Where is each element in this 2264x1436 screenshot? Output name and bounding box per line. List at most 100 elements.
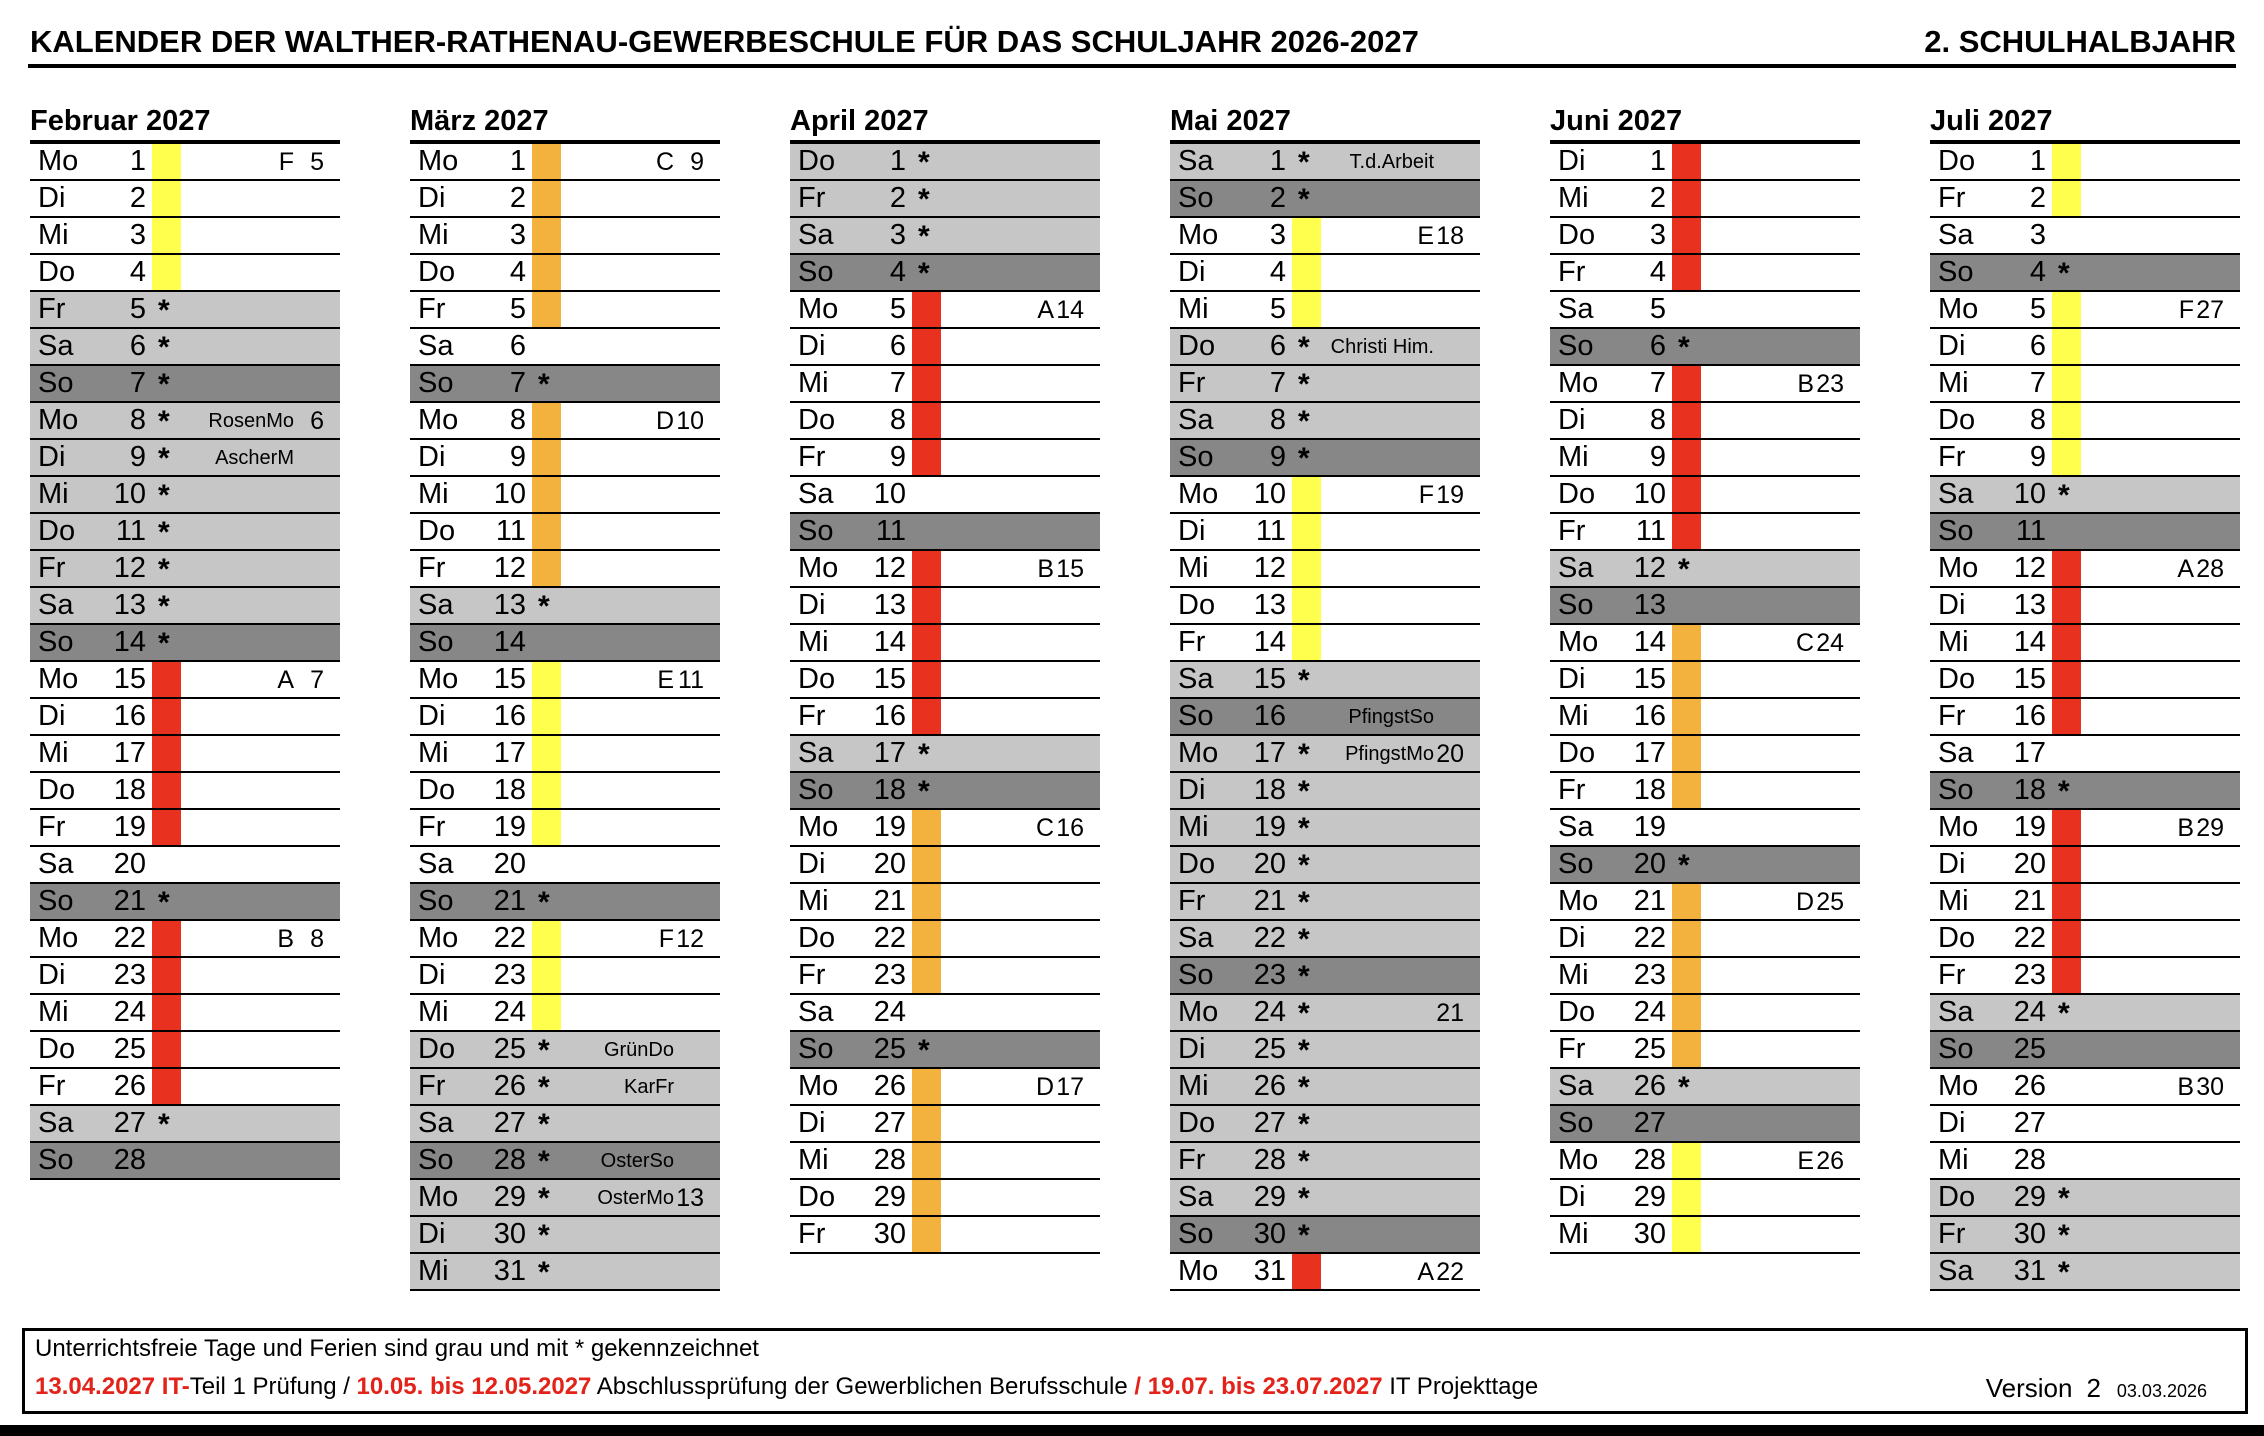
day-annotation: B <box>277 925 294 953</box>
day-row: Do 25 <box>30 1032 340 1069</box>
weekday-label: Mi <box>1558 1218 1589 1250</box>
week-color-band <box>1292 477 1321 512</box>
day-number: 9 <box>1649 441 1666 473</box>
day-row: Fr 21 * <box>1170 884 1480 921</box>
day-number: 10 <box>1253 478 1286 510</box>
weekday-label: Do <box>418 256 456 288</box>
day-row: Sa 6 * <box>30 329 340 366</box>
day-number: 9 <box>889 441 906 473</box>
holiday-star: * <box>2058 1182 2070 1215</box>
day-row: Do 13 <box>1170 588 1480 625</box>
day-row: So 6 * <box>1550 329 1860 366</box>
day-row: Sa 6 <box>410 329 720 366</box>
weekday-label: So <box>1938 1033 1974 1065</box>
day-number: 28 <box>2013 1144 2046 1176</box>
weekday-label: Di <box>38 182 66 214</box>
weekday-label: So <box>1938 515 1974 547</box>
week-number: 18 <box>1436 222 1464 250</box>
week-color-band <box>1672 921 1701 956</box>
day-number: 30 <box>873 1218 906 1250</box>
day-row: Mi 24 <box>30 995 340 1032</box>
day-row: Do 10 <box>1550 477 1860 514</box>
holiday-star: * <box>1298 849 1310 882</box>
weekday-label: Do <box>1558 219 1596 251</box>
month-title: Juni 2027 <box>1550 105 1683 137</box>
day-row: Mi 21 <box>790 884 1100 921</box>
weekday-label: So <box>1938 774 1974 806</box>
weekday-label: Di <box>38 441 66 473</box>
weekday-label: Di <box>1938 1107 1966 1139</box>
weekday-label: So <box>1558 1107 1594 1139</box>
day-row: Mi 28 <box>790 1143 1100 1180</box>
week-color-band <box>152 921 181 956</box>
weekday-label: Mo <box>1938 293 1979 325</box>
day-row: Mo 19 C 16 <box>790 810 1100 847</box>
day-row: Mi 12 <box>1170 551 1480 588</box>
month-table: Mo 1 F 5 Di 2 Mi 3 Do 4 Fr 5 * Sa 6 * So 7 * Mo 8 * RosenMo 6 Di… <box>30 140 340 1180</box>
week-color-band <box>912 366 941 401</box>
day-number: 26 <box>493 1070 526 1102</box>
day-annotation: D <box>1035 1073 1054 1101</box>
exam-date-segment: IT Projekttage <box>1382 1373 1539 1400</box>
day-row: Sa 13 * <box>30 588 340 625</box>
day-number: 3 <box>509 219 526 251</box>
day-number: 18 <box>1633 774 1666 806</box>
weekday-label: Mo <box>38 404 79 436</box>
day-row: So 30 * <box>1170 1217 1480 1254</box>
week-color-band <box>2052 403 2081 438</box>
weekday-label: Mi <box>1178 293 1209 325</box>
day-number: 28 <box>493 1144 526 1176</box>
month-table: Sa 1 * T.d.Arbeit So 2 * Mo 3 E 18 Di 4 Mi 5 Do 6 * Christ… <box>1170 140 1480 1291</box>
holiday-star: * <box>1298 738 1310 771</box>
week-color-band <box>1672 181 1701 216</box>
week-color-band <box>532 218 561 253</box>
day-number: 19 <box>1253 811 1286 843</box>
holiday-star: * <box>2058 775 2070 808</box>
weekday-label: Di <box>798 848 826 880</box>
day-number: 26 <box>1633 1070 1666 1102</box>
weekday-label: Di <box>1938 848 1966 880</box>
day-number: 21 <box>873 885 906 917</box>
weekday-label: Mi <box>798 626 829 658</box>
week-number: 29 <box>2196 814 2224 842</box>
week-color-band <box>912 1143 941 1178</box>
day-row: Di 13 <box>790 588 1100 625</box>
day-row: So 4 * <box>1930 255 2240 292</box>
week-color-band <box>912 551 941 586</box>
day-number: 1 <box>509 145 526 177</box>
day-number: 3 <box>889 219 906 251</box>
day-row: Fr 2 <box>1930 181 2240 218</box>
day-number: 12 <box>2013 552 2046 584</box>
day-number: 16 <box>2013 700 2046 732</box>
day-annotation: F <box>658 925 674 953</box>
day-number: 15 <box>2013 663 2046 695</box>
day-row: Sa 17 <box>1930 736 2240 773</box>
weekday-label: Mi <box>798 885 829 917</box>
day-row: Mi 14 <box>1930 625 2240 662</box>
day-row: Di 27 <box>1930 1106 2240 1143</box>
day-annotation: B <box>1037 555 1054 583</box>
day-annotation: F <box>278 148 294 176</box>
day-number: 21 <box>493 885 526 917</box>
weekday-label: Fr <box>798 700 826 732</box>
day-number: 21 <box>113 885 146 917</box>
holiday-star: * <box>918 738 930 771</box>
day-row: Fr 7 * <box>1170 366 1480 403</box>
weekday-label: Mi <box>38 478 69 510</box>
week-color-band <box>912 440 941 475</box>
holiday-star: * <box>158 479 170 512</box>
week-color-band <box>2052 588 2081 623</box>
day-row: Do 27 * <box>1170 1106 1480 1143</box>
day-number: 7 <box>129 367 146 399</box>
weekday-label: Mi <box>1558 700 1589 732</box>
week-color-band <box>1672 144 1701 179</box>
day-number: 30 <box>493 1218 526 1250</box>
day-row: Di 29 <box>1550 1180 1860 1217</box>
day-annotation: PfingstSo <box>1348 706 1434 728</box>
day-row: Di 2 <box>410 181 720 218</box>
weekday-label: Mi <box>418 996 449 1028</box>
weekday-label: Fr <box>1178 885 1206 917</box>
month-column: Mai 2027 Sa 1 * T.d.Arbeit So 2 * Mo 3 E 18 Di 4 Mi 5 Do… <box>1170 104 1480 1291</box>
day-number: 5 <box>889 293 906 325</box>
week-color-band <box>152 810 181 845</box>
